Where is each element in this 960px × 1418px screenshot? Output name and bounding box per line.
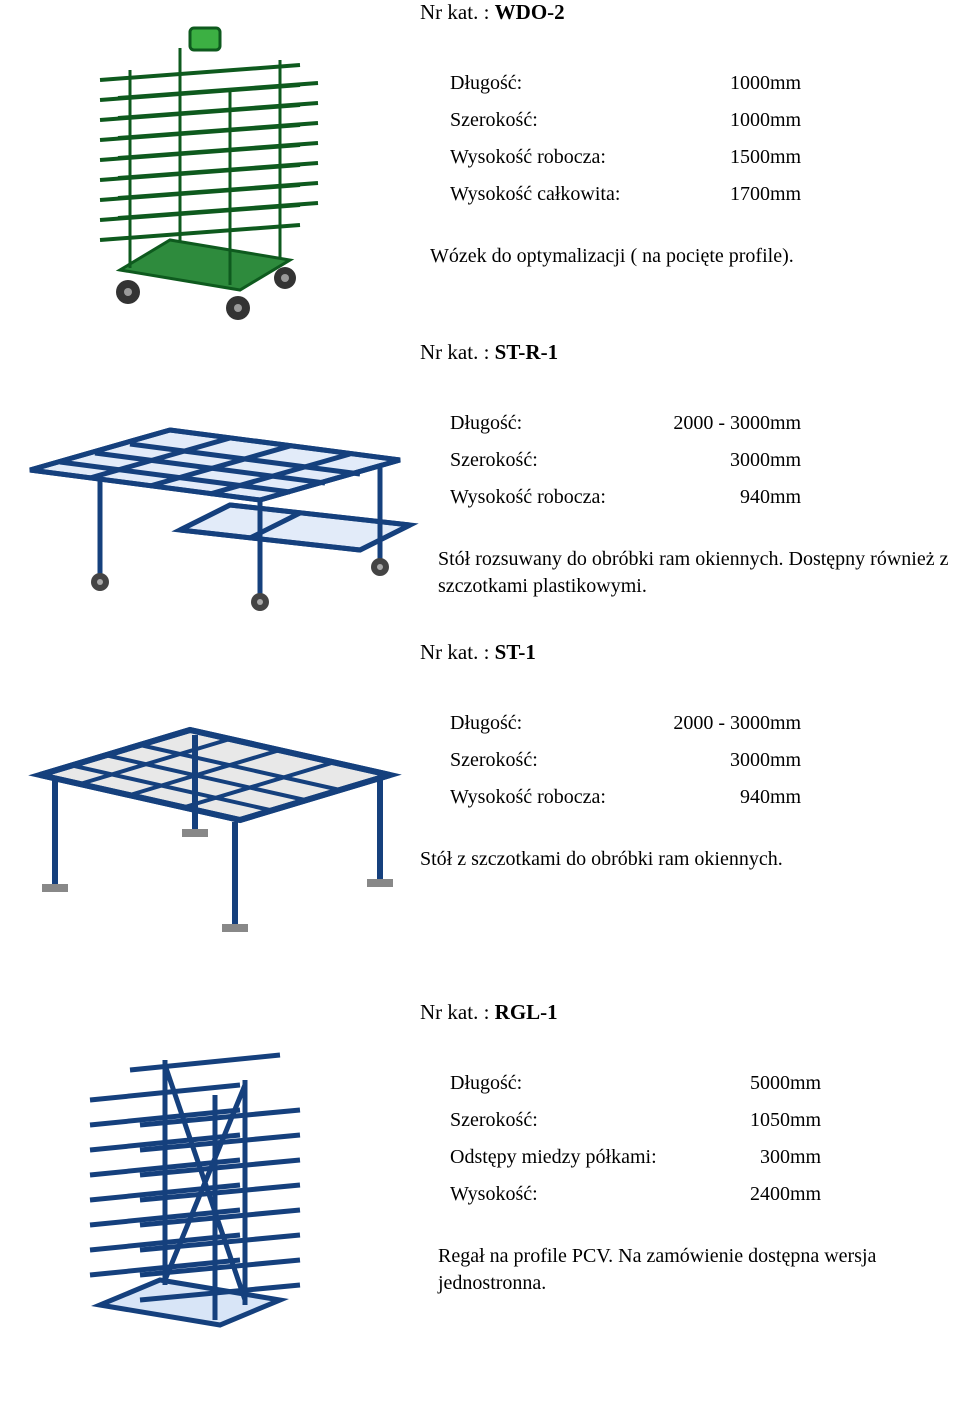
- catalog-number-line: Nr kat. : WDO-2: [420, 0, 960, 25]
- kat-id: ST-1: [495, 640, 536, 664]
- spec-value: 300: [680, 1139, 790, 1176]
- spec-value: 3000: [660, 442, 770, 479]
- spec-unit: mm: [770, 65, 820, 102]
- spec-row: Wysokość robocza:940mm: [450, 479, 820, 516]
- product-info: Nr kat. : WDO-2 Długość:1000mm Szerokość…: [420, 0, 960, 270]
- spec-row: Długość:1000mm: [450, 65, 820, 102]
- spec-label: Długość:: [450, 705, 660, 742]
- spec-label: Szerokość:: [450, 442, 660, 479]
- product-row: Nr kat. : ST-R-1 Długość:2000 - 3000mm S…: [0, 340, 960, 620]
- kat-prefix: Nr kat. :: [420, 640, 495, 664]
- spec-label: Długość:: [450, 1065, 680, 1102]
- spec-label: Szerokość:: [450, 742, 660, 779]
- spec-table: Długość:2000 - 3000mm Szerokość:3000mm W…: [450, 405, 820, 516]
- spec-label: Długość:: [450, 65, 660, 102]
- spec-label: Wysokość:: [450, 1176, 680, 1213]
- kat-prefix: Nr kat. :: [420, 1000, 495, 1024]
- kat-id: ST-R-1: [495, 340, 558, 364]
- catalog-number-line: Nr kat. : ST-R-1: [420, 340, 960, 365]
- spec-value: 5000: [680, 1065, 790, 1102]
- spec-unit: mm: [770, 405, 820, 442]
- spec-unit: mm: [790, 1065, 840, 1102]
- product-image-blue-brush-table: [10, 680, 410, 940]
- spec-table: Długość:1000mm Szerokość:1000mm Wysokość…: [450, 65, 820, 213]
- product-description: Regał na profile PCV. Na zamówienie dost…: [438, 1243, 960, 1297]
- spec-label: Szerokość:: [450, 102, 660, 139]
- product-description: Stół z szczotkami do obróbki ram okienny…: [420, 846, 950, 873]
- product-info: Nr kat. : ST-1 Długość:2000 - 3000mm Sze…: [420, 640, 960, 873]
- spec-unit: mm: [770, 102, 820, 139]
- spec-unit: mm: [790, 1139, 840, 1176]
- spec-unit: mm: [770, 442, 820, 479]
- kat-id: WDO-2: [495, 0, 565, 24]
- spec-unit: mm: [770, 742, 820, 779]
- spec-value: 3000: [660, 742, 770, 779]
- spec-value: 1700: [660, 176, 770, 213]
- spec-label: Odstępy miedzy półkami:: [450, 1139, 680, 1176]
- spec-table: Długość:5000mm Szerokość:1050mm Odstępy …: [450, 1065, 840, 1213]
- spec-row: Wysokość:2400mm: [450, 1176, 840, 1213]
- spec-unit: mm: [770, 176, 820, 213]
- spec-unit: mm: [770, 779, 820, 816]
- spec-row: Szerokość:1050mm: [450, 1102, 840, 1139]
- spec-label: Wysokość całkowita:: [450, 176, 660, 213]
- product-image-blue-extending-table: [0, 400, 420, 620]
- spec-unit: mm: [770, 479, 820, 516]
- spec-row: Szerokość:3000mm: [450, 442, 820, 479]
- product-info: Nr kat. : RGL-1 Długość:5000mm Szerokość…: [420, 1000, 960, 1297]
- spec-row: Długość:5000mm: [450, 1065, 840, 1102]
- spec-label: Długość:: [450, 405, 660, 442]
- kat-id: RGL-1: [495, 1000, 558, 1024]
- spec-value: 1500: [660, 139, 770, 176]
- spec-row: Szerokość:1000mm: [450, 102, 820, 139]
- spec-unit: mm: [790, 1102, 840, 1139]
- spec-unit: mm: [770, 139, 820, 176]
- spec-row: Długość:2000 - 3000mm: [450, 405, 820, 442]
- spec-row: Wysokość całkowita:1700mm: [450, 176, 820, 213]
- product-row: Nr kat. : ST-1 Długość:2000 - 3000mm Sze…: [0, 640, 960, 940]
- product-description: Stół rozsuwany do obróbki ram okiennych.…: [438, 546, 960, 600]
- product-description: Wózek do optymalizacji ( na pocięte prof…: [430, 243, 960, 270]
- spec-value: 940: [660, 479, 770, 516]
- product-image-col: [0, 1000, 420, 1340]
- spec-row: Wysokość robocza:1500mm: [450, 139, 820, 176]
- spec-unit: mm: [790, 1176, 840, 1213]
- product-image-blue-profile-rack: [70, 1030, 310, 1340]
- spec-table: Długość:2000 - 3000mm Szerokość:3000mm W…: [450, 705, 820, 816]
- kat-prefix: Nr kat. :: [420, 340, 495, 364]
- spec-label: Wysokość robocza:: [450, 479, 660, 516]
- spec-label: Szerokość:: [450, 1102, 680, 1139]
- product-image-col: [0, 0, 420, 320]
- product-info: Nr kat. : ST-R-1 Długość:2000 - 3000mm S…: [420, 340, 960, 600]
- spec-label: Wysokość robocza:: [450, 139, 660, 176]
- product-row: Nr kat. : RGL-1 Długość:5000mm Szerokość…: [0, 1000, 960, 1340]
- catalog-number-line: Nr kat. : ST-1: [420, 640, 960, 665]
- spec-value: 2000 - 3000: [660, 705, 770, 742]
- spec-row: Wysokość robocza:940mm: [450, 779, 820, 816]
- catalog-number-line: Nr kat. : RGL-1: [420, 1000, 960, 1025]
- spec-row: Odstępy miedzy półkami:300mm: [450, 1139, 840, 1176]
- spec-value: 1000: [660, 102, 770, 139]
- spec-value: 940: [660, 779, 770, 816]
- spec-row: Długość:2000 - 3000mm: [450, 705, 820, 742]
- spec-value: 1000: [660, 65, 770, 102]
- kat-prefix: Nr kat. :: [420, 0, 495, 24]
- spec-unit: mm: [770, 705, 820, 742]
- product-image-green-rack: [90, 20, 320, 320]
- spec-value: 2400: [680, 1176, 790, 1213]
- spec-label: Wysokość robocza:: [450, 779, 660, 816]
- product-image-col: [0, 340, 420, 620]
- spec-value: 2000 - 3000: [660, 405, 770, 442]
- product-image-col: [0, 640, 420, 940]
- product-row: Nr kat. : WDO-2 Długość:1000mm Szerokość…: [0, 0, 960, 320]
- spec-row: Szerokość:3000mm: [450, 742, 820, 779]
- spec-value: 1050: [680, 1102, 790, 1139]
